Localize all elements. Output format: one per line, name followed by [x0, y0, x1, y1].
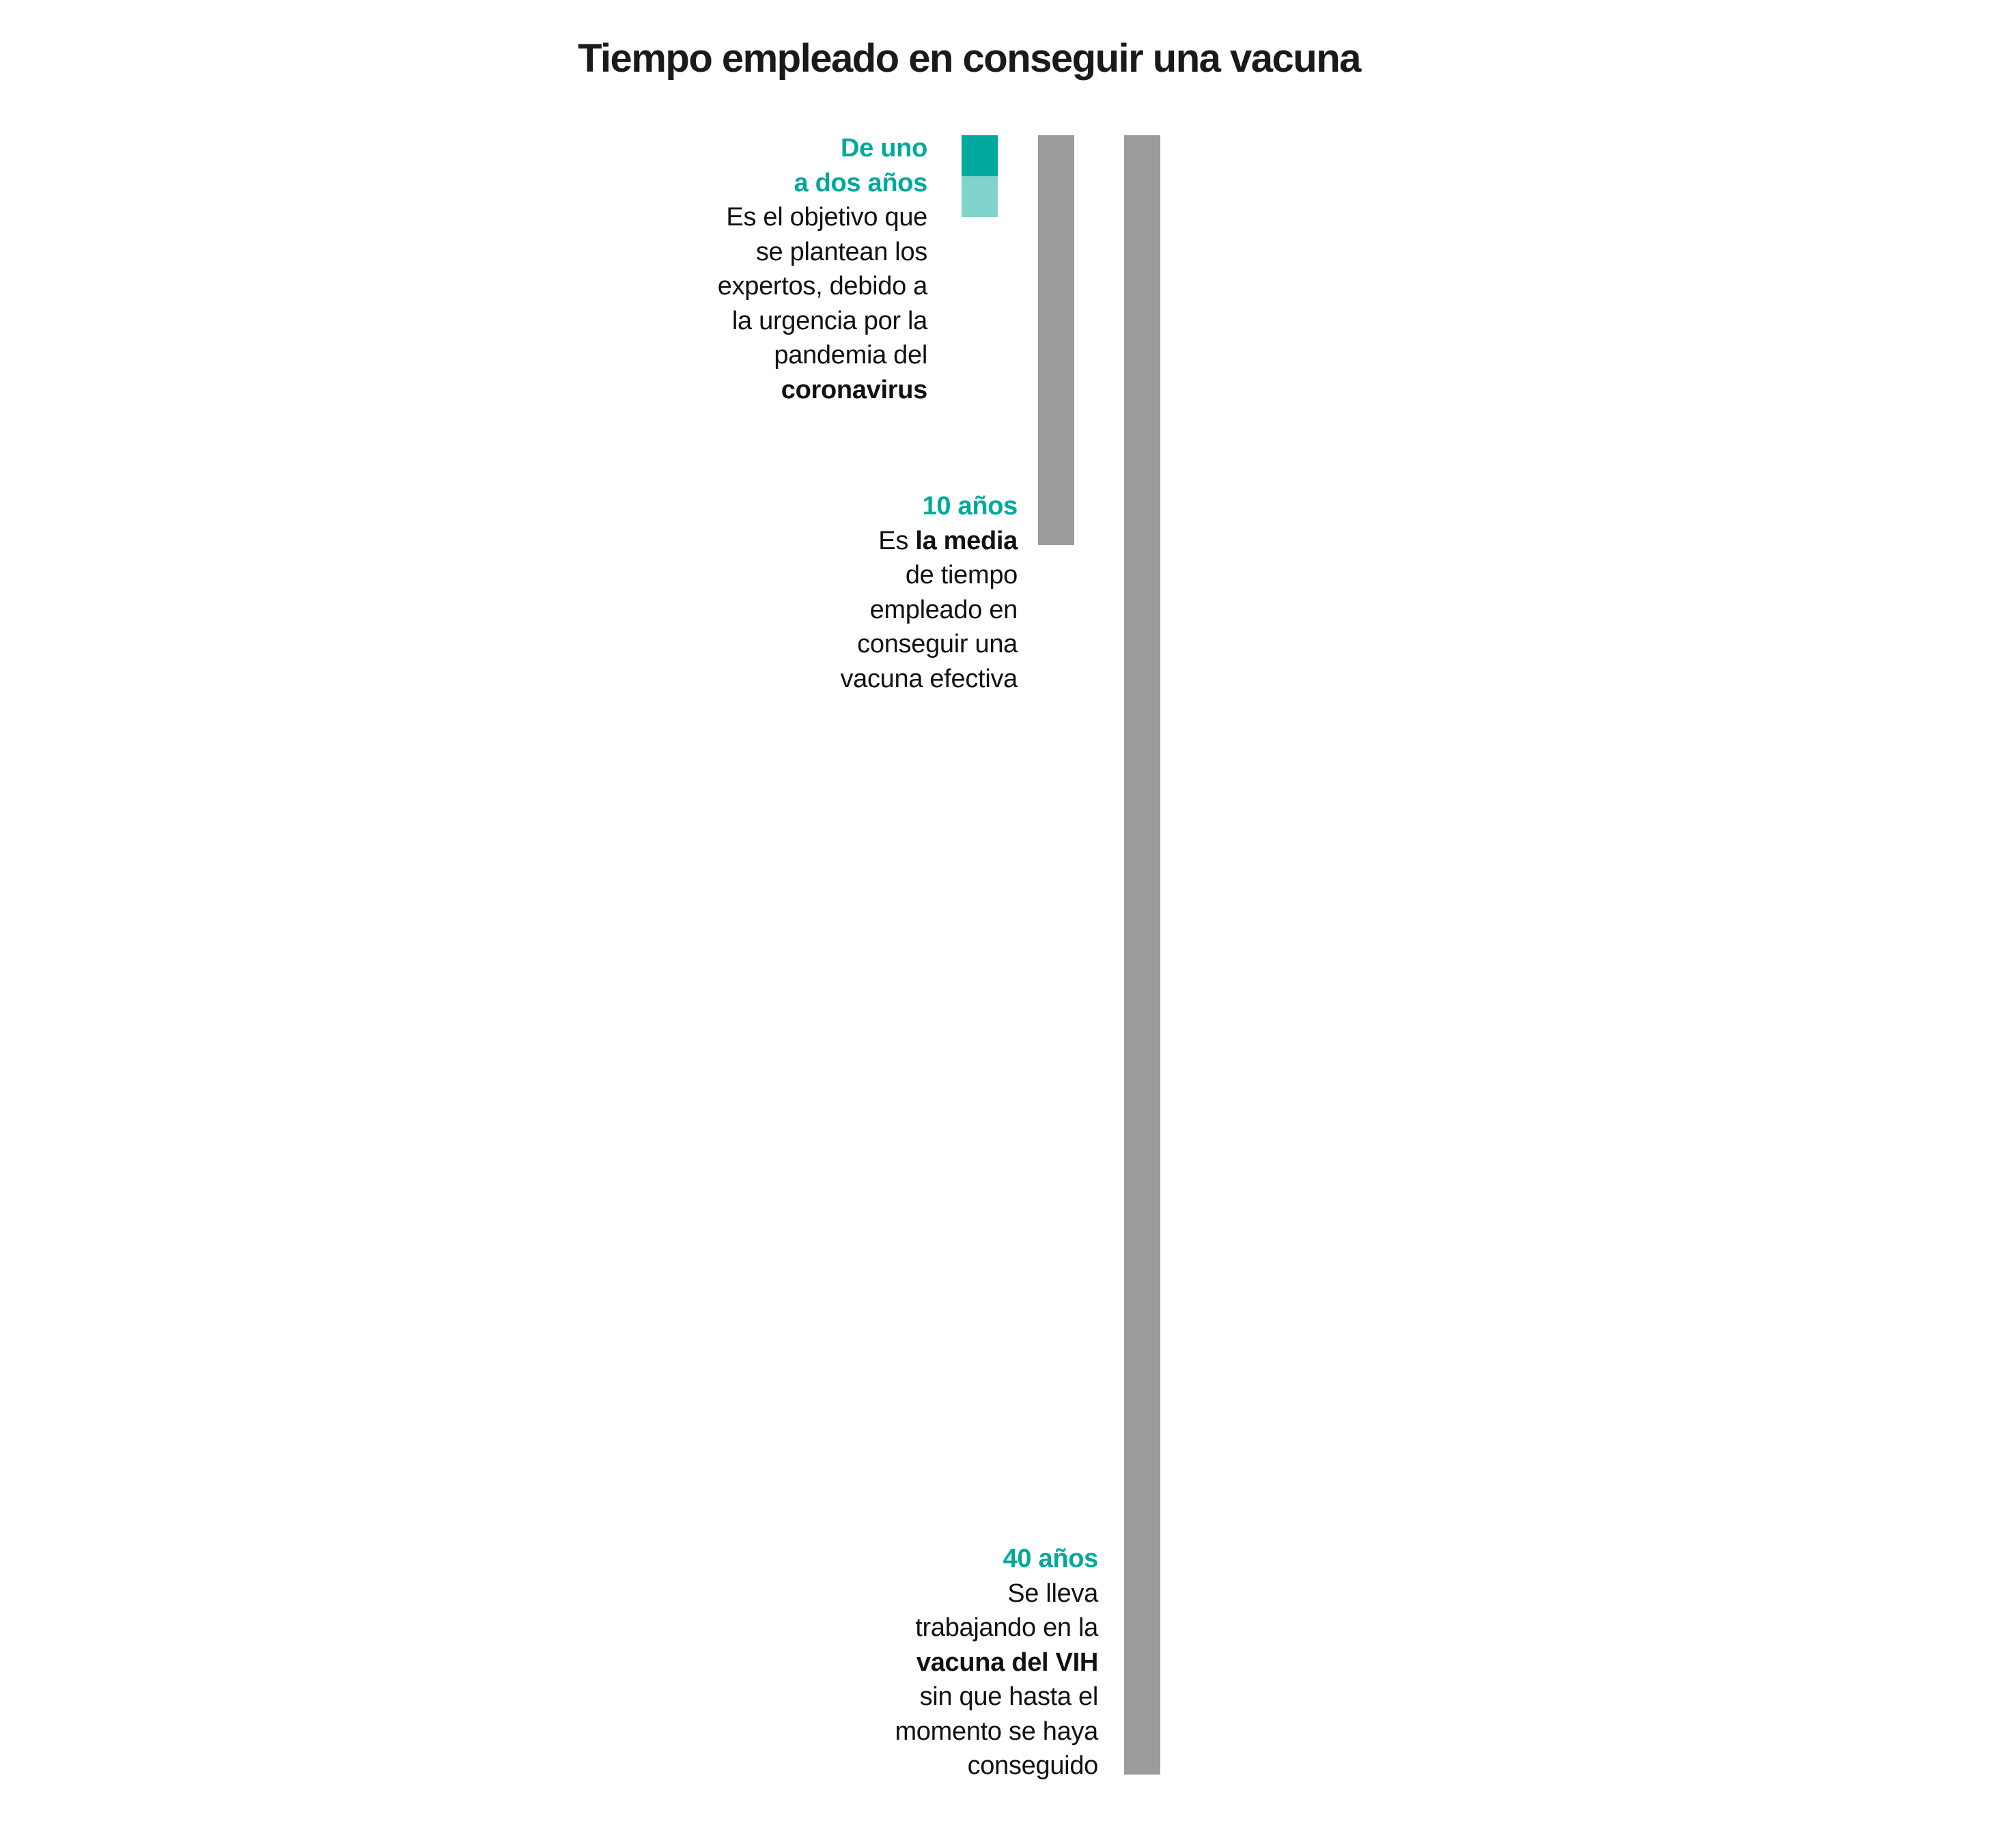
bar-range-min [962, 135, 998, 176]
annotation-heading: 10 años [922, 492, 1018, 520]
annotation-text: Es el objetivo que [726, 203, 927, 232]
annotation-text: Es [878, 526, 916, 555]
bar-annotation: De uno a dos años Es el objetivo que se pla… [717, 131, 928, 408]
annotation-text: se plantean los [755, 237, 927, 266]
annotation-line: vacuna efectiva [840, 662, 1018, 697]
annotation-line: empleado en [840, 593, 1018, 628]
bar-range-max [962, 176, 998, 217]
annotation-line: de tiempo [840, 558, 1018, 593]
annotation-heading: a dos años [794, 168, 928, 197]
annotation-text: expertos, debido a [717, 272, 928, 301]
bar-annotation: 40 años Se lleva trabajando en la vacuna de… [895, 1542, 1098, 1783]
annotation-line: Se lleva [895, 1576, 1098, 1611]
annotation-line: pandemia del [718, 338, 927, 373]
annotation-line: sin que hasta el [895, 1680, 1099, 1714]
annotation-text: de tiempo [905, 561, 1018, 589]
annotation-line: momento se haya [895, 1714, 1098, 1749]
annotation-line: conseguido [895, 1749, 1099, 1783]
annotation-text: Se lleva [1007, 1579, 1098, 1608]
annotation-heading: 40 años [1003, 1544, 1099, 1573]
annotation-text: conseguido [967, 1751, 1099, 1780]
annotation-line: 40 años [895, 1542, 1099, 1576]
annotation-text: empleado en [869, 595, 1018, 624]
bar-annotation: 10 años Es la media de tiempo empleado en co… [840, 489, 1018, 696]
annotation-line: coronavirus [718, 373, 928, 408]
annotation-line: a dos años [718, 166, 928, 201]
annotation-line: conseguir una [840, 627, 1018, 662]
annotation-line: expertos, debido a [717, 269, 928, 304]
annotation-text: conseguir una [857, 630, 1018, 658]
annotation-text: la media [915, 526, 1018, 555]
bar [1124, 135, 1160, 1775]
annotation-text: trabajando en la [915, 1613, 1098, 1642]
annotation-heading: De uno [841, 134, 927, 163]
annotation-line: se plantean los [718, 235, 927, 270]
annotation-text: sin que hasta el [919, 1682, 1099, 1711]
annotation-text: la urgencia por la [731, 306, 927, 335]
annotation-line: la urgencia por la [718, 304, 927, 339]
annotation-line: trabajando en la [895, 1611, 1098, 1645]
annotation-text: vacuna del VIH [916, 1648, 1098, 1677]
annotation-text: vacuna efectiva [840, 664, 1018, 693]
annotation-text: pandemia del [774, 341, 927, 370]
annotation-line: Es el objetivo que [718, 200, 927, 235]
bar [1038, 135, 1074, 545]
annotation-line: De uno [718, 131, 927, 166]
annotation-line: Es la media [840, 524, 1018, 559]
annotation-line: 10 años [840, 489, 1018, 524]
annotation-line: vacuna del VIH [895, 1645, 1098, 1680]
annotation-text: coronavirus [781, 375, 928, 404]
annotation-text: momento se haya [895, 1717, 1098, 1746]
chart-title: Tiempo empleado en conseguir una vacuna [578, 36, 1361, 81]
